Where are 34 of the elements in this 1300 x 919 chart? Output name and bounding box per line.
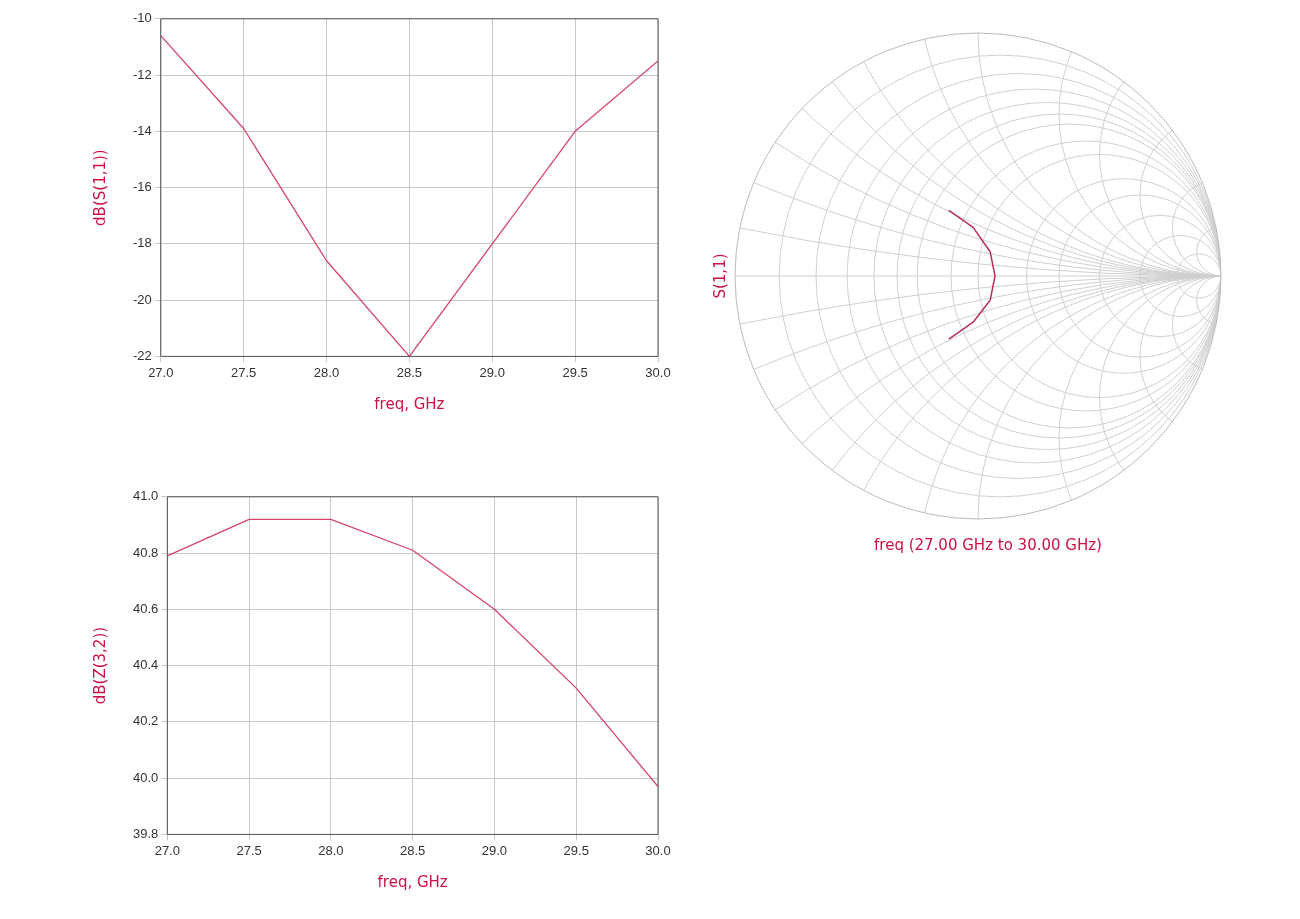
x-tick-label: 27.5 xyxy=(236,842,262,858)
x-tick-label: 28.5 xyxy=(396,364,423,380)
y-tick-label: -12 xyxy=(132,66,152,82)
x-tick-label: 28.5 xyxy=(399,842,426,858)
x-tick-label: 30.0 xyxy=(645,364,671,380)
y-tick-label: -22 xyxy=(132,347,152,363)
x-tick-label: 27.0 xyxy=(148,364,174,380)
x-tick-label: 28.0 xyxy=(313,364,340,380)
y-tick-label: -10 xyxy=(132,10,152,26)
y-axis-title: dB(Z(3,2)) xyxy=(90,626,109,705)
y-tick-label: 40.0 xyxy=(132,769,159,785)
text: freq (27.00 GHz to 30.00 GHz) xyxy=(873,536,1103,554)
y-tick-label: -20 xyxy=(132,291,152,307)
x-axis-title: freq, GHz xyxy=(374,394,445,413)
y-tick-label: -14 xyxy=(132,122,152,138)
x-tick-label: 29.0 xyxy=(481,842,508,858)
x-tick-label: 27.0 xyxy=(154,842,180,858)
x-tick-label: 29.0 xyxy=(479,364,505,380)
x-tick-label: 30.0 xyxy=(645,842,671,858)
text: S(1,1) xyxy=(711,253,729,299)
y-tick-label: 41.0 xyxy=(132,488,159,504)
y-tick-label: 40.8 xyxy=(132,544,159,560)
y-tick-label: -18 xyxy=(132,235,152,251)
y-tick-label: 40.2 xyxy=(132,713,159,729)
y-tick-label: -16 xyxy=(132,179,152,195)
y-tick-label: 40.4 xyxy=(132,657,159,673)
x-tick-label: 27.5 xyxy=(231,364,257,380)
y-axis-title: dB(S(1,1)) xyxy=(90,149,109,226)
x-tick-label: 28.0 xyxy=(318,842,344,858)
y-tick-label: 39.8 xyxy=(132,825,159,841)
y-tick-label: 40.6 xyxy=(132,600,159,616)
x-tick-label: 29.5 xyxy=(563,842,589,858)
x-tick-label: 29.5 xyxy=(562,364,588,380)
x-axis-title: freq, GHz xyxy=(377,872,448,891)
